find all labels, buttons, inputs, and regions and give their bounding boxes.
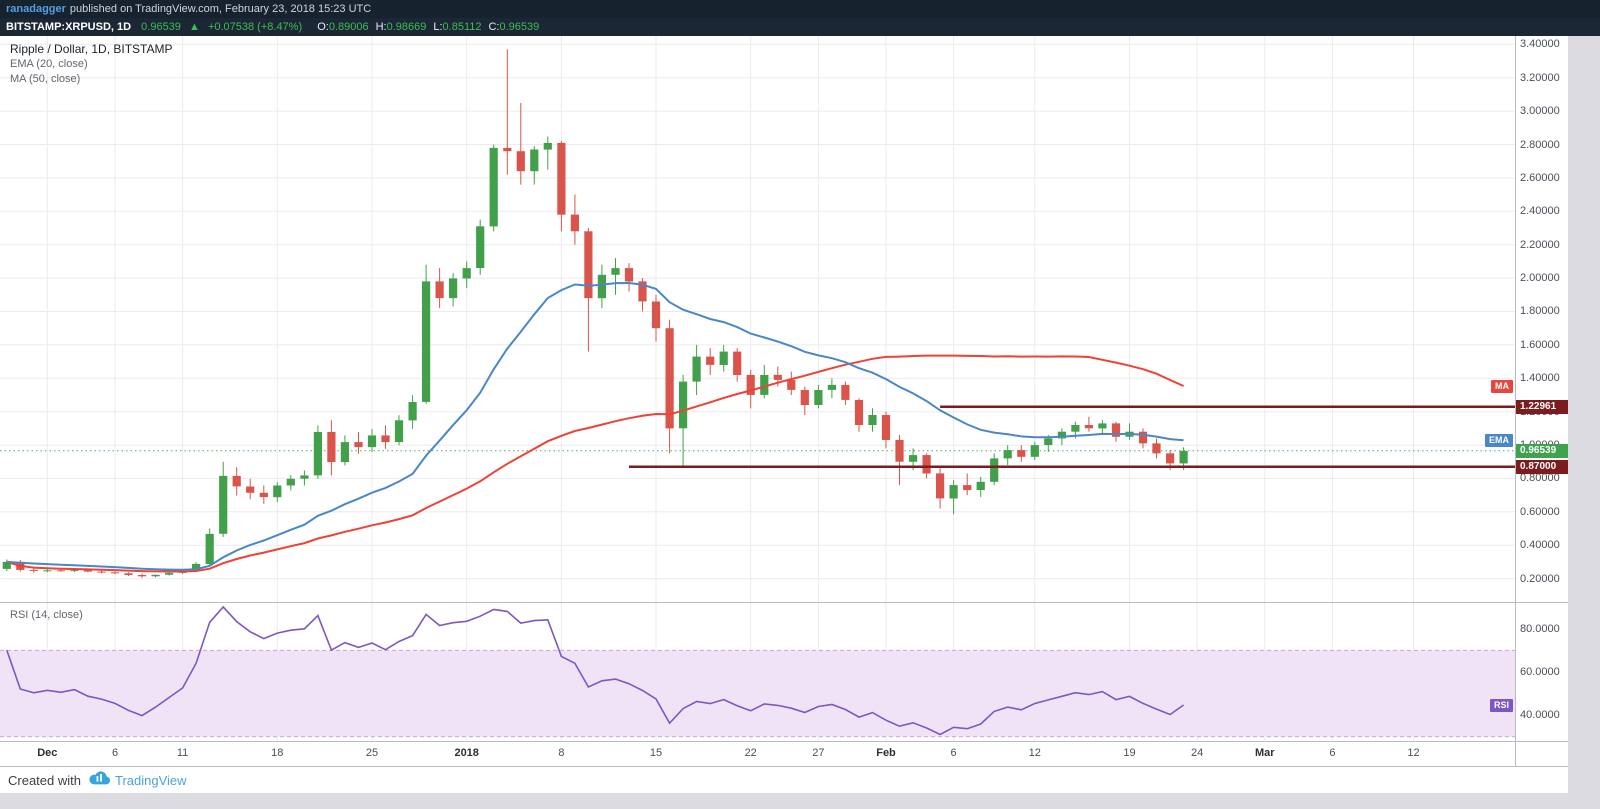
rsi-band <box>0 650 1515 737</box>
ohlc-value: 0.96539 <box>499 21 540 33</box>
bottom-margin <box>0 793 1600 809</box>
rsi-divider[interactable] <box>0 741 1568 742</box>
time-tick-label: 6 <box>111 747 119 759</box>
ohlc-values: O:0.89006 H:0.98669 L:0.85112 C:0.96539 <box>310 21 539 33</box>
time-tick-label: Mar <box>1255 747 1275 759</box>
price-tick-label: 0.80000 <box>1520 472 1560 485</box>
publish-info-text: published on TradingView.com, February 2… <box>69 3 372 15</box>
time-tick-label: 18 <box>271 747 284 759</box>
rsi-pane[interactable]: RSI (14, close) RSI <box>0 603 1515 741</box>
price-tick-label: 1.40000 <box>1520 372 1560 385</box>
ohlc-label: O: <box>317 21 329 33</box>
ohlc-value: 0.85112 <box>442 21 482 33</box>
time-tick-label: 6 <box>1329 747 1336 759</box>
right-margin <box>1568 36 1600 793</box>
price-tick-label: 0.60000 <box>1520 505 1560 518</box>
rsi-tick-label: 60.0000 <box>1520 666 1560 678</box>
price-axis-border <box>1515 36 1516 766</box>
publish-bar: ranadagger published on TradingView.com, … <box>0 0 1600 18</box>
price-tick-label: 1.80000 <box>1520 305 1560 318</box>
ma-line[interactable] <box>6 354 1185 573</box>
price-tick-label: 3.20000 <box>1520 71 1560 84</box>
last-price-text: 0.96539 <box>141 21 181 33</box>
time-tick-label: 15 <box>649 747 663 759</box>
time-tick-label: 8 <box>558 747 565 759</box>
author-link[interactable]: ranadagger <box>6 3 66 15</box>
time-tick-label: 25 <box>365 747 379 759</box>
price-axis[interactable]: 0.200000.400000.600000.800001.000001.200… <box>1516 36 1568 741</box>
rsi-value-badge: RSI <box>1489 699 1513 712</box>
tradingview-logo-icon <box>88 770 110 790</box>
price-tick-label: 3.00000 <box>1520 105 1560 118</box>
time-tick-label: 2018 <box>454 747 479 759</box>
time-axis[interactable]: Dec 6 11 18 25 2018 8 15 22 27 Feb 6 12 19 24 Mar 6 12 <box>0 742 1568 766</box>
time-tick-label: 12 <box>1407 747 1420 759</box>
time-tick-label: 6 <box>950 747 957 759</box>
footer-bar: Created with TradingView <box>0 767 1568 793</box>
level-price-badge: 0.87000 <box>1516 459 1568 474</box>
level-price-badge: 1.22961 <box>1516 399 1568 414</box>
rsi-chart-canvas[interactable] <box>0 603 1515 741</box>
tradingview-link[interactable]: TradingView <box>114 772 187 788</box>
rsi-tick-label: 40.0000 <box>1520 709 1560 722</box>
price-tick-label: 2.20000 <box>1520 238 1560 251</box>
price-tick-label: 1.60000 <box>1520 338 1560 351</box>
change-arrow-icon: ▲ <box>188 21 200 33</box>
symbol-bar: BITSTAMP:XRPUSD, 1D 0.96539 ▲ +0.07538 (… <box>0 18 1600 36</box>
price-tick-label: 3.40000 <box>1520 38 1560 51</box>
price-pane[interactable]: Ripple / Dollar, 1D, BITSTAMP EMA (20, c… <box>0 36 1515 602</box>
ohlc-label: C: <box>488 21 500 33</box>
ema-line[interactable] <box>6 281 1184 571</box>
symbol-title: BITSTAMP:XRPUSD, 1D <box>6 21 132 33</box>
candles-layer[interactable] <box>2 49 1188 578</box>
rsi-tick-label: 80.0000 <box>1520 622 1560 635</box>
price-tick-label: 0.40000 <box>1520 539 1560 552</box>
time-tick-label: 22 <box>744 747 757 759</box>
rsi-line[interactable] <box>6 605 1185 736</box>
ohlc-value: 0.98669 <box>386 21 427 33</box>
time-tick-label: Dec <box>37 747 58 759</box>
ohlc-value: 0.89006 <box>328 21 369 33</box>
time-tick-label: 11 <box>176 747 189 759</box>
ohlc-label: L: <box>433 21 443 33</box>
time-tick-label: Feb <box>876 747 896 759</box>
price-chart-canvas[interactable] <box>0 36 1515 602</box>
price-tick-label: 2.80000 <box>1520 138 1560 151</box>
time-tick-label: 24 <box>1190 747 1204 759</box>
ohlc-label: H: <box>375 21 387 33</box>
price-tick-label: 2.60000 <box>1520 171 1560 184</box>
last-price-badge: 0.96539 <box>1516 443 1568 458</box>
pane-divider[interactable] <box>0 602 1568 603</box>
time-tick-label: 19 <box>1123 747 1136 759</box>
time-axis-border <box>0 766 1568 767</box>
time-tick-label: 27 <box>812 747 825 759</box>
price-tick-label: 2.00000 <box>1520 272 1560 285</box>
time-tick-label: 12 <box>1028 747 1041 759</box>
ma-value-badge: MA <box>1491 380 1513 394</box>
price-tick-label: 2.40000 <box>1520 205 1560 218</box>
price-change-text: +0.07538 (+8.47%) <box>207 21 303 33</box>
price-tick-label: 0.20000 <box>1520 572 1560 585</box>
created-with-label: Created with <box>8 772 81 788</box>
ema-value-badge: EMA <box>1485 434 1513 448</box>
